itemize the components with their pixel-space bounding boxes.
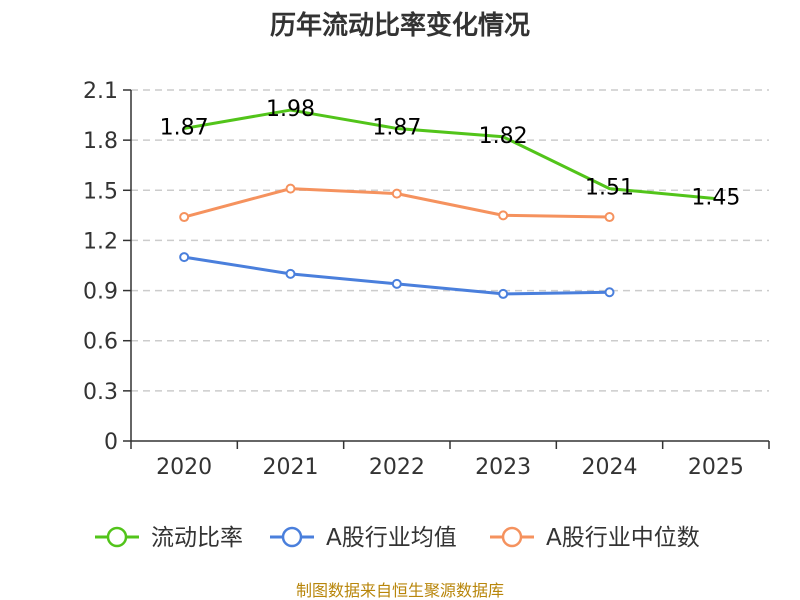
legend-label: A股行业均值 [326, 525, 457, 551]
x-tick-label: 2022 [369, 455, 425, 480]
legend-label: A股行业中位数 [546, 525, 700, 551]
series-group [179, 108, 716, 299]
x-tick-label: 2020 [156, 455, 212, 480]
data-label: 1.98 [266, 97, 315, 122]
data-point [391, 188, 402, 199]
x-tick-label: 2025 [688, 455, 744, 480]
x-tick-label: 2023 [475, 455, 531, 480]
chart-title: 历年流动比率变化情况 [270, 10, 530, 41]
y-tick-label: 0.3 [83, 380, 118, 405]
legend-marker [501, 526, 523, 548]
y-tick-label: 1.8 [83, 129, 118, 154]
data-label: 1.87 [160, 115, 209, 140]
x-tick-label: 2024 [582, 455, 638, 480]
axes: 0 0.3 0.6 0.9 1.2 1.5 1.8 2.1 2020 2021 2022 2023 20… [83, 79, 770, 480]
data-point [604, 287, 615, 298]
source-note: 制图数据来自恒生聚源数据库 [296, 581, 504, 600]
y-tick-label: 2.1 [83, 79, 118, 104]
data-label: 1.51 [585, 176, 634, 201]
legend-label: 流动比率 [151, 525, 243, 551]
legend: 流动比率 A股行业均值 A股行业中位数 [95, 525, 700, 551]
data-point [179, 252, 190, 263]
data-point [498, 210, 509, 221]
data-label: 1.45 [691, 186, 740, 211]
grid-lines [131, 89, 769, 392]
data-point [604, 212, 615, 223]
data-label: 1.87 [372, 115, 421, 140]
y-tick-label: 1.5 [83, 179, 118, 204]
data-labels: 1.87 1.98 1.87 1.82 1.51 1.45 [160, 97, 741, 211]
y-tick-label: 0.6 [83, 330, 118, 355]
data-point [498, 288, 509, 299]
y-tick-label: 0.9 [83, 280, 118, 305]
data-point [179, 212, 190, 223]
data-label: 1.82 [479, 124, 528, 149]
series-line-0 [183, 108, 716, 201]
data-point [285, 183, 296, 194]
legend-marker [281, 526, 303, 548]
data-point [285, 268, 296, 279]
y-tick-label: 0 [104, 430, 118, 455]
legend-marker [106, 526, 128, 548]
data-point [391, 278, 402, 289]
y-tick-label: 1.2 [83, 229, 118, 254]
x-tick-label: 2021 [263, 455, 319, 480]
